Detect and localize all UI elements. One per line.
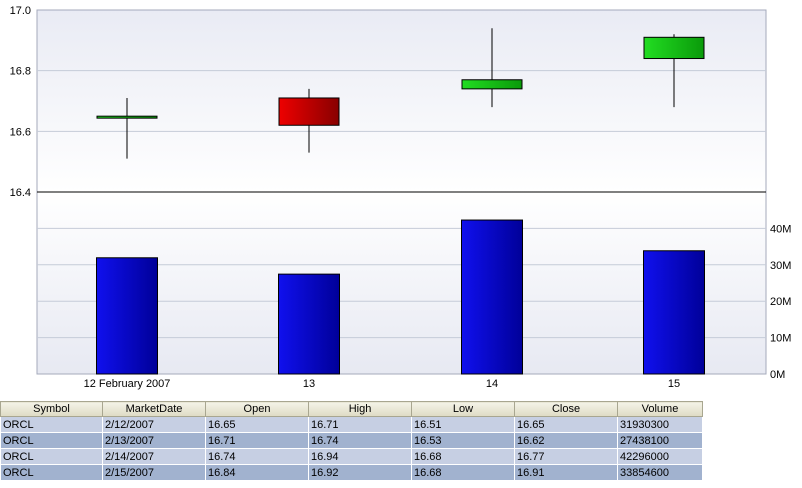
cell-high: 16.71 bbox=[308, 416, 412, 433]
cell-open: 16.84 bbox=[205, 464, 309, 481]
cell-volume: 33854600 bbox=[617, 464, 703, 481]
cell-high: 16.94 bbox=[308, 448, 412, 465]
volume-bar bbox=[96, 257, 158, 375]
candle-body bbox=[96, 115, 158, 119]
column-header-marketdate[interactable]: MarketDate bbox=[102, 401, 206, 417]
volume-bar bbox=[643, 250, 705, 375]
data-table: Symbol MarketDate Open High Low Close Vo… bbox=[0, 401, 703, 481]
volume-tick-label: 0M bbox=[770, 369, 785, 381]
volume-tick-label: 40M bbox=[770, 223, 791, 235]
cell-close: 16.65 bbox=[514, 416, 618, 433]
x-tick-label: 12 February 2007 bbox=[84, 378, 171, 390]
table-row[interactable]: ORCL 2/15/2007 16.84 16.92 16.68 16.91 3… bbox=[0, 464, 703, 481]
cell-low: 16.53 bbox=[411, 432, 515, 449]
cell-close: 16.62 bbox=[514, 432, 618, 449]
cell-open: 16.65 bbox=[205, 416, 309, 433]
cell-low: 16.68 bbox=[411, 464, 515, 481]
column-header-close[interactable]: Close bbox=[514, 401, 618, 417]
stock-chart: 16.4 16.6 16.8 17.0 0M 10M 20M 30M 40M 12 Februar… bbox=[10, 5, 792, 390]
cell-high: 16.74 bbox=[308, 432, 412, 449]
volume-tick-label: 10M bbox=[770, 333, 791, 345]
chart-marks bbox=[96, 28, 705, 375]
price-tick-label: 17.0 bbox=[10, 5, 31, 17]
column-header-symbol[interactable]: Symbol bbox=[0, 401, 103, 417]
cell-open: 16.74 bbox=[205, 448, 309, 465]
table-header-row: Symbol MarketDate Open High Low Close Vo… bbox=[0, 401, 703, 417]
column-header-open[interactable]: Open bbox=[205, 401, 309, 417]
cell-close: 16.77 bbox=[514, 448, 618, 465]
cell-marketdate: 2/14/2007 bbox=[102, 448, 206, 465]
volume-tick-label: 20M bbox=[770, 296, 791, 308]
cell-marketdate: 2/12/2007 bbox=[102, 416, 206, 433]
candle-body bbox=[278, 97, 340, 126]
volume-bar bbox=[461, 219, 523, 375]
cell-open: 16.71 bbox=[205, 432, 309, 449]
column-header-low[interactable]: Low bbox=[411, 401, 515, 417]
x-tick-label: 14 bbox=[486, 378, 498, 390]
x-tick-label: 13 bbox=[303, 378, 315, 390]
candle-body bbox=[643, 36, 705, 60]
axis-labels: 16.4 16.6 16.8 17.0 0M 10M 20M 30M 40M 12 Februar… bbox=[10, 5, 792, 390]
cell-symbol: ORCL bbox=[0, 448, 103, 465]
volume-tick-label: 30M bbox=[770, 260, 791, 272]
cell-symbol: ORCL bbox=[0, 464, 103, 481]
cell-volume: 42296000 bbox=[617, 448, 703, 465]
cell-marketdate: 2/15/2007 bbox=[102, 464, 206, 481]
cell-symbol: ORCL bbox=[0, 416, 103, 433]
cell-marketdate: 2/13/2007 bbox=[102, 432, 206, 449]
column-header-volume[interactable]: Volume bbox=[617, 401, 703, 417]
price-tick-label: 16.4 bbox=[10, 187, 31, 199]
cell-high: 16.92 bbox=[308, 464, 412, 481]
price-tick-label: 16.6 bbox=[10, 126, 31, 138]
candle-body bbox=[461, 79, 523, 90]
x-tick-label: 15 bbox=[668, 378, 680, 390]
cell-volume: 27438100 bbox=[617, 432, 703, 449]
column-header-high[interactable]: High bbox=[308, 401, 412, 417]
price-tick-label: 16.8 bbox=[10, 66, 31, 78]
cell-close: 16.91 bbox=[514, 464, 618, 481]
volume-bar bbox=[278, 273, 340, 375]
table-row[interactable]: ORCL 2/14/2007 16.74 16.94 16.68 16.77 4… bbox=[0, 448, 703, 465]
cell-symbol: ORCL bbox=[0, 432, 103, 449]
cell-volume: 31930300 bbox=[617, 416, 703, 433]
table-row[interactable]: ORCL 2/13/2007 16.71 16.74 16.53 16.62 2… bbox=[0, 432, 703, 449]
cell-low: 16.68 bbox=[411, 448, 515, 465]
cell-low: 16.51 bbox=[411, 416, 515, 433]
table-row[interactable]: ORCL 2/12/2007 16.65 16.71 16.51 16.65 3… bbox=[0, 416, 703, 433]
